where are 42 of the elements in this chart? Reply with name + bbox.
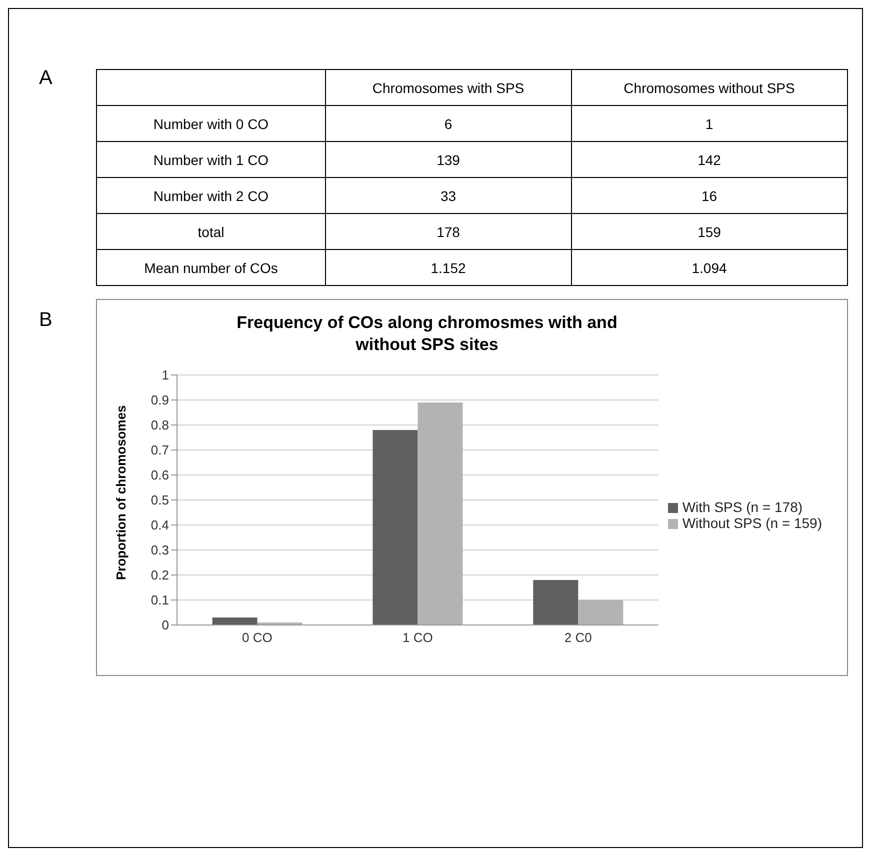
x-tick-label: Chromosomes with SPS: [326, 70, 572, 106]
data-label: 1: [571, 106, 848, 142]
bar: [372, 430, 418, 625]
legend-label: With SPS (n = 178): [682, 499, 803, 515]
data-label: 1.152: [326, 250, 572, 286]
data-label: 139: [326, 142, 572, 178]
y-tick-label: 0.3: [150, 542, 169, 558]
y-tick-label: 0.2: [150, 568, 169, 583]
y-tick-label: Number with 1 CO: [96, 142, 326, 178]
data-label: 16: [571, 178, 848, 214]
y-tick-label: total: [96, 214, 326, 250]
data-label: 6: [326, 106, 572, 142]
bar: [418, 402, 463, 625]
bar: [578, 600, 624, 625]
text: B: [39, 309, 52, 332]
y-tick-label: 0.4: [150, 518, 169, 533]
text: A: [39, 67, 52, 90]
data-label: 159: [571, 214, 848, 250]
x-tick-label: 0 CO: [242, 630, 272, 646]
y-tick-label: Mean number of COs: [96, 250, 326, 286]
x-tick-label: 1 CO: [402, 630, 433, 646]
y-tick-label: Number with 0 CO: [96, 106, 326, 142]
chart-title: Frequency of COs along chromosmes with and without SPS sites: [236, 312, 618, 356]
legend-label: Without SPS (n = 159): [682, 515, 822, 531]
y-tick-label: 0.7: [150, 442, 169, 458]
y-axis-title: Proportion of chromosomes: [114, 405, 129, 580]
x-tick-label: 2 C0: [564, 630, 592, 646]
y-tick-label: 1: [162, 368, 169, 383]
y-tick-label: 0: [162, 618, 169, 633]
bar: [212, 618, 258, 625]
y-tick-label: 0.8: [150, 418, 169, 433]
x-tick-label: Chromosomes without SPS: [571, 70, 848, 106]
y-tick-label: 0.9: [150, 392, 169, 408]
y-tick-label: 0.1: [150, 592, 169, 608]
y-tick-label: Number with 2 CO: [96, 178, 326, 214]
y-tick-label: 0.6: [150, 468, 169, 483]
data-label: 33: [326, 178, 572, 214]
bar: [533, 580, 578, 625]
data-label: 142: [571, 142, 848, 178]
data-label: 178: [326, 214, 572, 250]
y-tick-label: 0.5: [150, 492, 169, 508]
data-label: 1.094: [571, 250, 848, 286]
